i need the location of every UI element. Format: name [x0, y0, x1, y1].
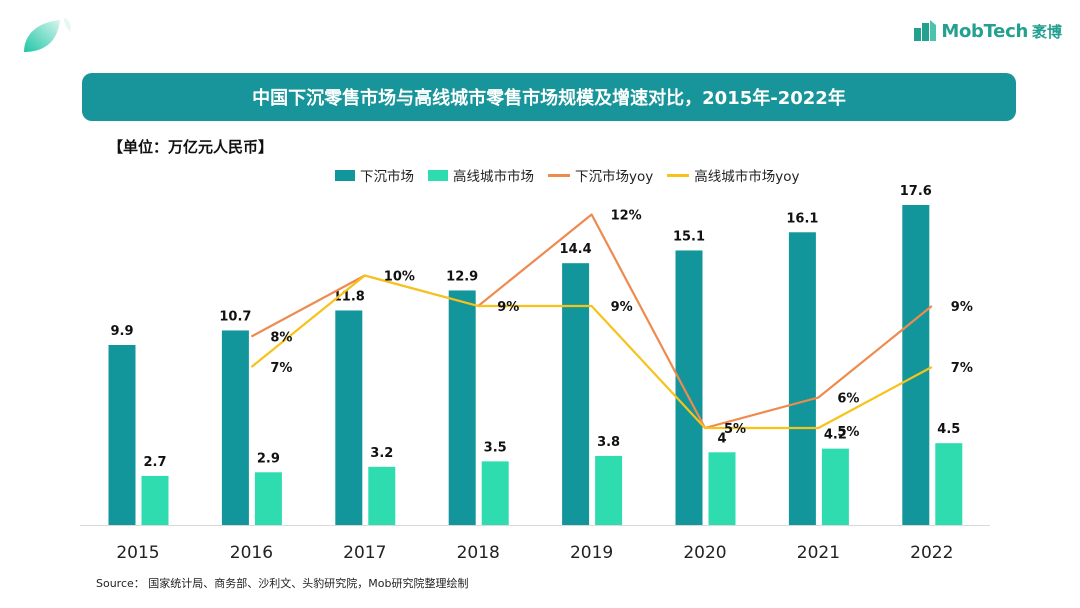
x-tick-label-2016: 2016: [230, 543, 273, 563]
chart-legend: 下沉市场 高线城市市场 下沉市场yoy 高线城市市场yoy: [335, 165, 800, 185]
x-tick-label-2019: 2019: [570, 543, 613, 563]
bar-high-2015: [141, 475, 169, 525]
data-label-lower-2022: 17.6: [900, 184, 932, 199]
source-note: Source： 国家统计局、商务部、沙利文、头豹研究院，Mob研究院整理绘制: [96, 577, 469, 590]
x-tick-label-2018: 2018: [457, 543, 500, 563]
legend-label-lower: 下沉市场: [360, 169, 414, 185]
mobtech-logo-icon: [914, 20, 937, 41]
brand-name-cn: 袤博: [1031, 22, 1062, 41]
brand-name: MobTech: [941, 20, 1028, 42]
data-label-high-2018: 3.5: [484, 440, 507, 455]
line-high-yoy: [250, 274, 933, 430]
leaf-logo-icon: [24, 18, 71, 52]
legend-swatch-lower-yoy: [548, 173, 570, 177]
bar-high-2021: [821, 448, 849, 525]
bar-lower-2017: [335, 310, 363, 525]
bar-high-2020: [708, 452, 736, 525]
legend-swatch-high-yoy: [667, 173, 690, 177]
yoy-label-lower-2017: 10%: [384, 270, 415, 285]
bar-high-2022: [935, 443, 963, 525]
yoy-label-lower-2016: 8%: [270, 331, 292, 346]
x-tick-label-2022: 2022: [910, 543, 953, 563]
x-tick-label-2015: 2015: [116, 543, 159, 563]
page-title: 中国下沉零售市场与高线城市零售市场规模及增速对比，2015年-2022年: [252, 88, 846, 109]
yoy-label-lower-2022: 9%: [951, 300, 973, 315]
bar-high-2019: [595, 455, 623, 525]
data-label-high-2022: 4.5: [937, 422, 960, 437]
yoy-label-lower-2020: 5%: [724, 422, 746, 437]
bar-lower-2021: [788, 232, 816, 526]
x-tick-label-2021: 2021: [797, 543, 840, 563]
legend-label-high-yoy: 高线城市市场yoy: [694, 169, 800, 185]
data-label-lower-2018: 12.9: [446, 269, 478, 284]
legend-swatch-high: [428, 169, 448, 181]
title-bar: 中国下沉零售市场与高线城市零售市场规模及增速对比，2015年-2022年: [82, 73, 1016, 121]
data-label-high-2020: 4: [717, 431, 726, 446]
yoy-label-lower-2021: 6%: [837, 392, 859, 407]
legend-swatch-lower: [335, 169, 355, 181]
legend-item-lower: 下沉市场: [335, 165, 414, 185]
data-label-lower-2015: 9.9: [110, 324, 133, 339]
bar-lower-2022: [902, 205, 930, 525]
brand-logo: MobTech 袤博: [913, 20, 1062, 42]
yoy-label-lower-2019: 12%: [611, 209, 642, 224]
bar-high-2016: [254, 472, 282, 525]
x-tick-label-2020: 2020: [683, 543, 726, 563]
data-label-high-2016: 2.9: [257, 451, 280, 466]
bar-lower-2018: [448, 290, 476, 525]
yoy-label-high-2016: 7%: [270, 361, 292, 376]
bar-lower-2015: [108, 345, 136, 525]
bar-high-2017: [368, 466, 396, 525]
data-label-lower-2019: 14.4: [560, 242, 592, 257]
data-label-high-2015: 2.7: [143, 455, 166, 470]
x-tick-label-2017: 2017: [343, 543, 386, 563]
yoy-label-high-2022: 7%: [951, 361, 973, 376]
bar-lower-2016: [221, 330, 249, 525]
yoy-label-lower-2018: 9%: [497, 300, 519, 315]
data-label-lower-2020: 15.1: [673, 229, 705, 244]
data-label-high-2019: 3.8: [597, 435, 620, 450]
data-label-lower-2021: 16.1: [786, 211, 818, 226]
legend-item-lower-yoy: 下沉市场yoy: [548, 165, 653, 185]
legend-item-high-yoy: 高线城市市场yoy: [667, 165, 800, 185]
yoy-label-high-2019: 9%: [611, 300, 633, 315]
yoy-label-high-2021: 5%: [837, 425, 859, 440]
legend-label-lower-yoy: 下沉市场yoy: [575, 169, 654, 185]
legend-label-high: 高线城市市场: [453, 169, 534, 185]
bar-high-2018: [481, 461, 509, 525]
data-label-high-2021: 4.2: [824, 428, 847, 443]
data-label-high-2017: 3.2: [370, 446, 393, 461]
data-label-lower-2016: 10.7: [219, 309, 251, 324]
bar-lower-2020: [675, 250, 703, 526]
legend-item-high: 高线城市市场: [428, 165, 534, 185]
data-label-lower-2017: 11.8: [333, 289, 365, 304]
unit-label: 【单位：万亿元人民币】: [108, 138, 274, 156]
bar-lower-2019: [562, 263, 590, 525]
